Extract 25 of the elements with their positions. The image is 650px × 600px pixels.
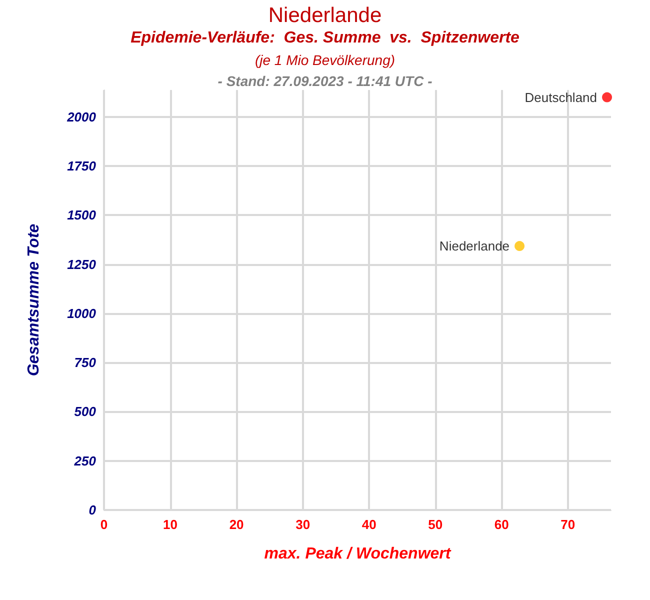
- y-tick-label: 2000: [66, 109, 97, 124]
- text: (je 1 Mio Bevölkerung): [254, 52, 396, 68]
- y-tick-label: 1500: [67, 208, 97, 223]
- chart-title: Niederlande: [268, 4, 382, 27]
- text: - Stand: 27.09.2023 - 11:41 UTC -: [218, 73, 433, 89]
- y-tick-label: 500: [74, 404, 97, 420]
- x-tick-label: 20: [229, 517, 244, 532]
- x-tick-label: 40: [362, 517, 376, 532]
- chart-subtitle: Epidemie-Verläufe: Ges. Summe vs. Spitzenwerte: [130, 30, 520, 46]
- x-tick-label: 70: [560, 517, 576, 532]
- series-label: Deutschland: [524, 90, 598, 105]
- y-tick-label: 1250: [67, 256, 97, 272]
- x-tick-label: 10: [163, 517, 178, 532]
- y-tick-label: 0: [88, 502, 97, 518]
- x-axis-title: max. Peak / Wochenwert: [264, 546, 452, 562]
- y-tick-label: 250: [73, 453, 97, 468]
- y-tick-label: 1000: [67, 306, 97, 321]
- x-tick-label: 60: [494, 517, 509, 532]
- x-tick-label: 0: [100, 517, 108, 532]
- y-axis-title: Gesamtsumme Tote: [26, 224, 42, 376]
- series-label: Niederlande: [439, 238, 510, 254]
- y-tick-label: 750: [74, 355, 97, 370]
- x-tick-label: 30: [296, 517, 310, 532]
- x-tick-label: 50: [428, 517, 443, 532]
- y-tick-label: 1750: [67, 158, 97, 174]
